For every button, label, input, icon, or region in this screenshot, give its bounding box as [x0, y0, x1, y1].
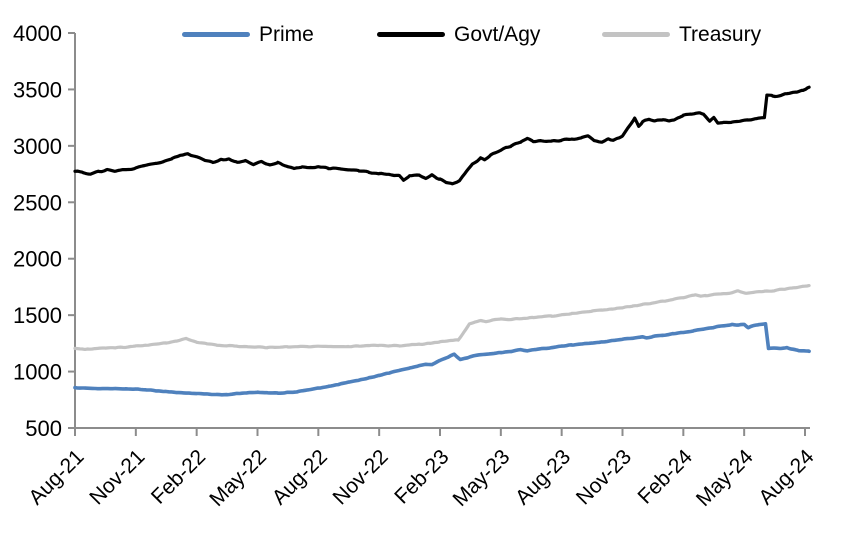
y-tick-label: 1500 [13, 303, 62, 328]
y-tick-label: 3500 [13, 77, 62, 102]
axes [74, 33, 810, 429]
x-axis: Aug-21Nov-21Feb-22May-22Aug-22Nov-22Feb-… [24, 428, 819, 511]
x-tick-label: Feb-22 [147, 445, 210, 508]
x-tick-label: Nov-21 [85, 445, 149, 509]
x-tick-label: May-22 [205, 445, 271, 511]
x-tick-label: Nov-22 [329, 445, 393, 509]
y-axis: 500 1000 1500 2000 2500 3000 3500 4000 [13, 21, 75, 441]
x-tick-label: May-23 [449, 445, 515, 511]
x-tick-label: Aug-22 [268, 445, 332, 509]
x-tick-label: Aug-21 [24, 445, 88, 509]
y-tick-label: 3000 [13, 134, 62, 159]
x-tick-label: Nov-23 [572, 445, 636, 509]
series-line-prime [73, 322, 811, 397]
x-tick-label: May-24 [692, 445, 758, 511]
x-tick-label: Feb-23 [390, 445, 453, 508]
y-tick-label: 2500 [13, 190, 62, 215]
series-line-govt-agy [73, 85, 811, 186]
y-tick-label: 4000 [13, 21, 62, 46]
y-tick-label: 500 [25, 416, 62, 441]
x-tick-label: Feb-24 [634, 445, 698, 509]
y-tick-label: 1000 [13, 360, 62, 385]
y-tick-label: 2000 [13, 247, 62, 272]
x-tick-label: Aug-24 [754, 445, 818, 509]
x-tick-label: Aug-23 [511, 445, 575, 509]
series-line-treasury [73, 284, 811, 351]
